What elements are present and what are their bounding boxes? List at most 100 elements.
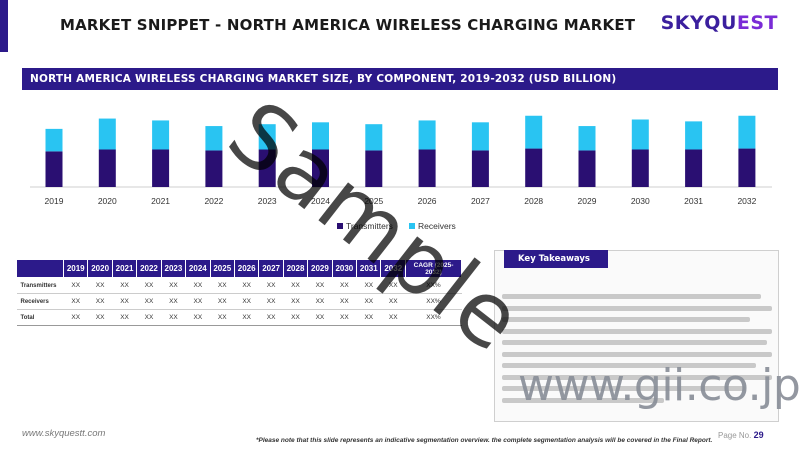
table-cell: XX [63,293,88,310]
legend-swatch-transmitters [337,223,343,229]
table-cell: XX [356,293,381,310]
table-cell: XX [258,293,284,310]
table-cell: XX [63,309,88,326]
table-header-cell: 2023 [160,259,187,278]
bar-transmitters-2027 [471,150,489,187]
table-cell: XX [258,309,284,326]
table-cell: XX% [405,309,462,326]
page-title: MARKET SNIPPET - NORTH AMERICA WIRELESS … [60,16,636,34]
bar-transmitters-2028 [525,148,543,187]
table-header-cell: 2032 [380,259,406,278]
bar-receivers-2032 [738,115,756,149]
table-header-cell: 2028 [282,259,309,278]
bar-transmitters-2020 [98,149,116,187]
table-cell: XX [136,277,162,294]
table-row-label: Total [16,309,64,326]
bar-receivers-2030 [631,119,649,150]
table-cell: XX [283,309,308,326]
bar-transmitters-2031 [685,149,703,187]
footer-disclaimer: *Please note that this slide represents … [256,437,713,444]
table-cell: XX [112,293,137,310]
table-cell: XX [185,309,211,326]
table-header-cell: 2019 [62,259,89,278]
legend-label-receivers: Receivers [418,221,456,231]
table-cell: XX% [405,293,462,310]
x-tick-label-2030: 2030 [631,196,650,206]
page-number-value: 29 [753,430,764,440]
table-cell: XX [234,309,259,326]
bar-transmitters-2019 [45,151,63,187]
table-cell: XX [380,277,406,294]
table-cell: XX [283,293,308,310]
table-row: Receivers XX XX XX XX XX XX XX XX XX XX XX XX XX XX XX% [16,293,462,310]
table-header-cell: 2025 [209,259,235,278]
table-cell: XX [112,309,137,326]
bar-transmitters-2025 [365,150,383,187]
footer-url[interactable]: www.skyquestt.com [22,428,106,439]
table-row-label: Receivers [16,293,64,310]
logo-main-text: SKYQU [660,12,737,34]
table-cell: XX [307,277,333,294]
table-cell: XX [210,293,235,310]
x-tick-label-2028: 2028 [524,196,543,206]
x-tick-label-2025: 2025 [364,196,383,206]
x-tick-label-2026: 2026 [418,196,437,206]
x-tick-label-2023: 2023 [258,196,277,206]
table-header-cell: 2031 [356,259,382,278]
table-cell: XX [87,309,113,326]
bar-receivers-2024 [312,122,329,150]
bar-transmitters-2032 [738,148,756,187]
bar-receivers-2025 [365,124,383,151]
x-tick-label-2024: 2024 [311,196,330,206]
table-cell: XX [332,293,357,310]
page-label: Page No. [718,431,752,440]
table-cell: XX [332,277,357,294]
table-header-cell: 2022 [136,259,162,278]
table-cell: XX [258,277,284,294]
key-takeaways-title: Key Takeaways [504,250,608,268]
table-cell: XX [356,277,381,294]
table-cell: XX [185,277,211,294]
table-row: Transmitters XX XX XX XX XX XX XX XX XX XX XX XX XX XX… [16,277,462,294]
x-tick-label-2027: 2027 [471,196,490,206]
table-cell: XX [210,277,235,294]
table-cell: XX [63,277,88,294]
page-number: Page No. 29 [718,430,764,440]
bar-transmitters-2021 [152,149,170,187]
x-tick-label-2021: 2021 [151,196,170,206]
legend-label-transmitters: Transmitters [346,221,393,231]
table-header-cell: 2021 [111,259,138,278]
table-cell: XX [161,277,186,294]
table-header-cell: 2030 [331,259,358,278]
table-cell: XX [87,293,113,310]
bar-receivers-2022 [205,126,223,151]
logo-accent-text: EST [736,12,778,34]
table-cell: XX [332,309,357,326]
segmentation-table: 2019 2020 2021 2022 2023 2024 2025 2026 2027 2028… [16,259,462,326]
table-row: Total XX XX XX XX XX XX XX XX XX XX XX XX XX XX XX% [16,309,462,326]
bar-transmitters-2029 [578,150,596,187]
bar-receivers-2021 [152,120,170,150]
table-cell: XX [307,293,333,310]
company-logo: SKYQUEST [661,12,778,34]
table-cell: XX [112,277,137,294]
table-cell: XX [210,309,235,326]
x-tick-label-2022: 2022 [204,196,223,206]
table-header-cell: CAGR (2025-2032) [405,259,462,278]
bar-receivers-2028 [525,115,543,149]
table-cell: XX [283,277,308,294]
table-cell: XX [87,277,113,294]
table-cell: XX% [405,277,462,294]
table-cell: XX [161,293,186,310]
key-takeaways-panel [494,250,779,422]
table-cell: XX [380,309,406,326]
bar-receivers-2020 [98,118,116,150]
table-row-label: Transmitters [16,277,64,294]
table-cell: XX [380,293,406,310]
bar-receivers-2023 [258,124,276,150]
table-header-cell: 2029 [307,259,333,278]
gii-watermark: www.gii.co.jp [518,360,800,411]
bar-transmitters-2023 [258,149,276,187]
bar-transmitters-2024 [312,149,329,187]
x-tick-label-2019: 2019 [45,196,64,206]
